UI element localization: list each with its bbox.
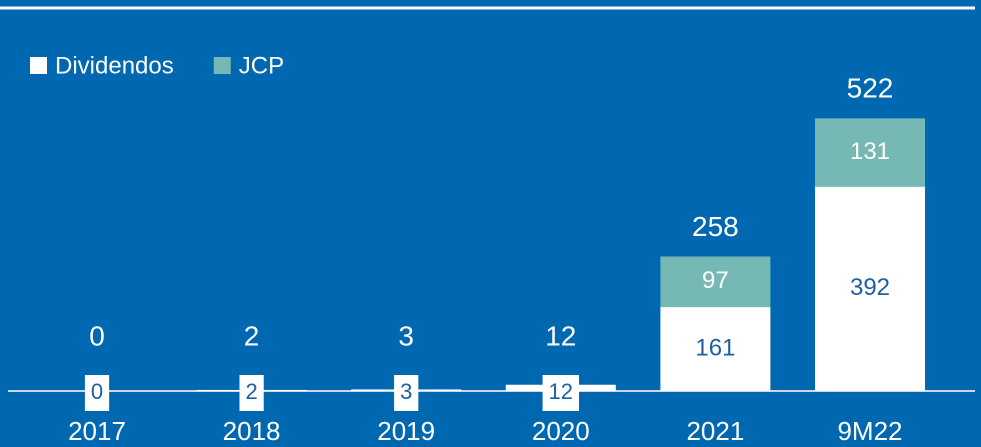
total-label: 522 — [847, 73, 894, 104]
total-label: 12 — [545, 320, 576, 351]
total-label: 2 — [244, 320, 260, 351]
bar-segment — [815, 118, 925, 187]
value-label: 12 — [549, 379, 573, 404]
value-label: 97 — [702, 267, 729, 294]
total-label: 0 — [89, 320, 105, 351]
legend-swatch — [213, 57, 231, 74]
total-label: 258 — [692, 211, 739, 242]
value-label-box — [239, 375, 264, 411]
value-label: 0 — [91, 379, 103, 404]
x-tick-label: 2021 — [686, 416, 744, 446]
value-label: 131 — [850, 138, 890, 165]
value-label: 392 — [850, 274, 890, 301]
x-tick-label: 2017 — [68, 416, 126, 446]
x-tick-label: 2019 — [377, 416, 435, 446]
value-label: 161 — [695, 334, 735, 361]
value-label: 3 — [400, 379, 412, 404]
x-tick-label: 2018 — [223, 416, 281, 446]
bar-segment — [660, 307, 771, 391]
value-label: 2 — [245, 379, 257, 404]
legend-label: JCP — [239, 52, 284, 79]
value-label-box — [542, 375, 580, 411]
legend-label: Dividendos — [55, 52, 174, 79]
x-tick-label: 2020 — [532, 416, 590, 446]
value-label-box — [394, 375, 419, 411]
bar-segment — [660, 256, 771, 308]
x-tick-label: 9M22 — [837, 416, 902, 446]
legend-swatch — [30, 57, 47, 74]
total-label: 3 — [398, 320, 414, 351]
value-label-box — [84, 375, 110, 411]
bar-segment — [815, 186, 925, 391]
